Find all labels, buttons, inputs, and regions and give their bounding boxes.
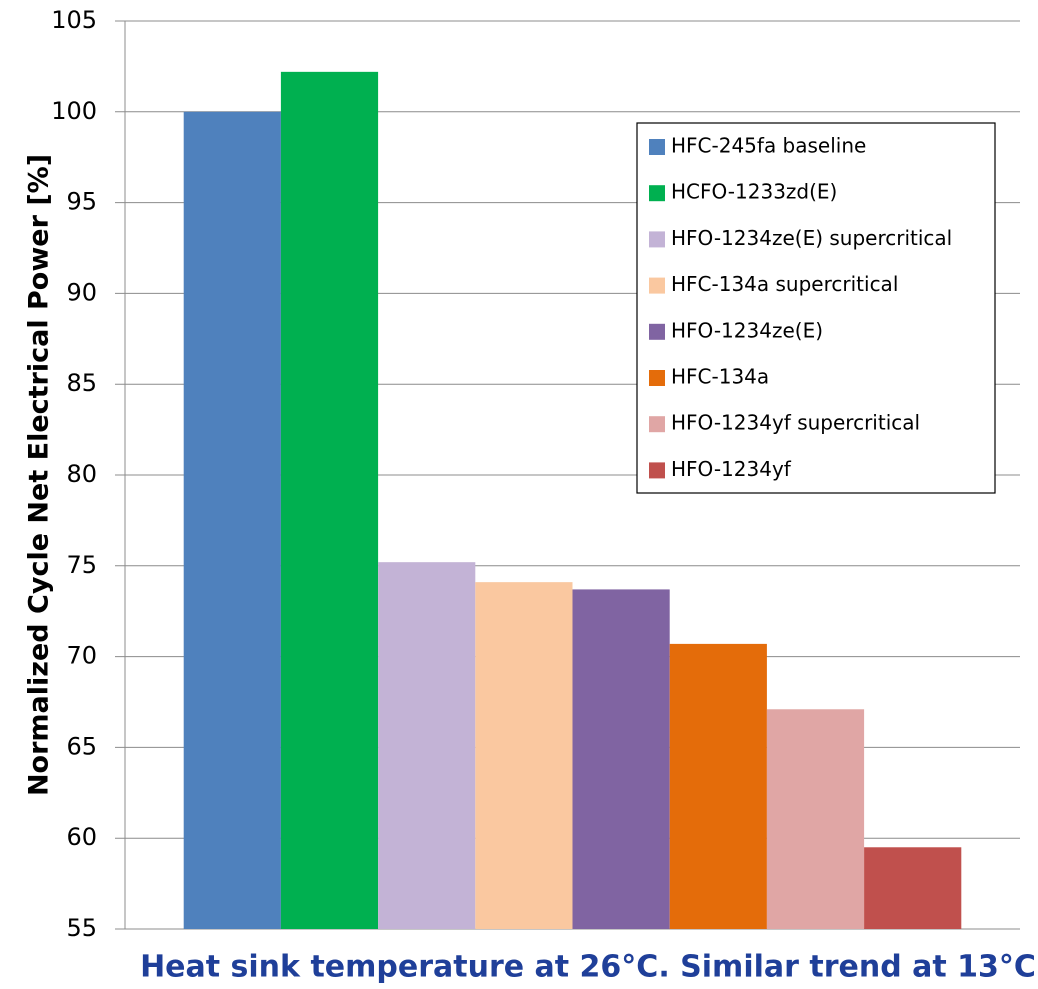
- bar: [669, 643, 767, 929]
- legend-swatch: [649, 185, 665, 202]
- legend-swatch: [649, 231, 665, 248]
- bar: [378, 562, 476, 929]
- bar: [280, 71, 379, 929]
- y-tick-label: 65: [66, 732, 97, 760]
- bar: [864, 847, 962, 929]
- legend-label: HFO-1234ze(E) supercritical: [671, 226, 952, 250]
- y-tick-label: 105: [51, 6, 97, 34]
- legend-box: [636, 122, 996, 494]
- legend-swatch: [649, 323, 665, 340]
- y-tick-label: 100: [51, 97, 97, 125]
- legend-label: HFO-1234yf: [671, 457, 792, 481]
- legend-swatch: [649, 416, 665, 433]
- y-tick-label: 85: [66, 369, 97, 397]
- legend-swatch: [649, 139, 665, 155]
- legend-label: HFO-1234yf supercritical: [671, 411, 920, 435]
- bar: [572, 589, 670, 929]
- bar: [183, 111, 281, 930]
- legend-label: HFC-134a supercritical: [671, 272, 898, 296]
- y-tick-label: 70: [66, 642, 97, 670]
- bar: [475, 582, 573, 929]
- legend-label: HFC-134a: [671, 365, 769, 389]
- y-tick-label: 90: [66, 278, 97, 306]
- legend-swatch: [649, 462, 665, 479]
- y-axis-label: Normalized Cycle Net Electrical Power [%…: [24, 154, 55, 796]
- y-tick-label: 80: [66, 460, 97, 488]
- y-tick-label: 75: [66, 551, 97, 579]
- legend-label: HCFO-1233zd(E): [671, 180, 837, 204]
- y-tick-label: 95: [66, 188, 97, 216]
- y-tick-label: 55: [66, 914, 97, 942]
- legend-label: HFO-1234ze(E): [671, 318, 823, 342]
- legend-swatch: [649, 370, 665, 386]
- bar: [766, 709, 865, 929]
- legend-swatch: [649, 277, 665, 294]
- y-tick-label: 60: [66, 823, 97, 851]
- legend-label: HFC-245fa baseline: [671, 134, 866, 158]
- x-axis-label: Heat sink temperature at 26°C. Similar t…: [140, 950, 1036, 985]
